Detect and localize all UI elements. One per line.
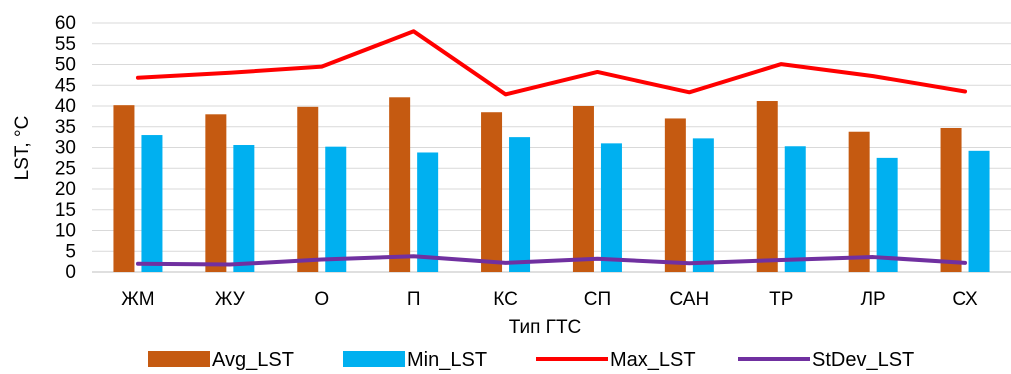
y-tick-label: 10 (55, 221, 76, 242)
gridlines (92, 22, 1011, 273)
x-tick-label: СП (584, 289, 611, 310)
bar-min-lst (417, 152, 439, 272)
y-tick-label: 35 (55, 117, 76, 138)
legend: Avg_LST Min_LST Max_LST StDev_LST (148, 349, 914, 371)
bar-min-lst (968, 150, 990, 272)
bar-avg-lst (481, 112, 503, 272)
legend-label: StDev_LST (812, 349, 914, 371)
bar-min-lst (509, 137, 531, 272)
x-tick-label: ЖУ (215, 289, 246, 310)
x-tick-label: О (314, 289, 329, 310)
bar-avg-lst (389, 97, 411, 272)
y-tick-label: 50 (55, 55, 76, 76)
bar-avg-lst (940, 127, 962, 273)
bar-min-lst (876, 157, 898, 272)
legend-swatch (343, 351, 405, 367)
y-tick-label: 45 (55, 75, 76, 96)
bar-avg-lst (297, 106, 319, 272)
y-tick-label: 40 (55, 96, 76, 117)
legend-label: Avg_LST (212, 349, 294, 371)
y-tick-label: 15 (55, 200, 76, 221)
y-axis-title: LST, °C (12, 116, 33, 181)
legend-label: Max_LST (610, 349, 696, 371)
bar-min-lst (784, 146, 806, 272)
x-axis-title: Тип ГТС (509, 317, 582, 338)
bar-min-lst (325, 146, 347, 272)
line-max-lst (135, 29, 968, 97)
y-tick-label: 25 (55, 158, 76, 179)
series-lines (135, 29, 968, 267)
x-tick-label: ЖМ (121, 289, 154, 310)
bar-avg-lst (664, 118, 686, 272)
y-tick-label: 5 (65, 241, 76, 262)
y-tick-label: 60 (55, 13, 76, 34)
bars (113, 97, 990, 273)
bar-min-lst (141, 135, 163, 272)
x-axis-ticks: ЖМ ЖУ О П КС СП САН ТР ЛР СХ (121, 289, 978, 310)
y-tick-label: 55 (55, 34, 76, 55)
bar-avg-lst (205, 114, 227, 272)
bar-avg-lst (848, 131, 870, 272)
y-tick-label: 0 (65, 262, 76, 283)
x-tick-label: САН (669, 289, 709, 310)
y-tick-label: 20 (55, 179, 76, 200)
line-stdev-lst (135, 254, 968, 267)
bar-avg-lst (756, 101, 778, 273)
x-tick-label: П (407, 289, 421, 310)
legend-label: Min_LST (407, 349, 487, 371)
x-tick-label: КС (493, 289, 518, 310)
y-tick-label: 30 (55, 138, 76, 159)
bar-avg-lst (572, 106, 594, 272)
x-tick-label: ТР (769, 289, 793, 310)
bar-min-lst (233, 145, 255, 272)
legend-swatch (148, 351, 210, 367)
x-tick-label: ЛР (861, 289, 886, 310)
bar-avg-lst (113, 105, 135, 272)
bar-min-lst (692, 138, 714, 272)
x-tick-label: СХ (952, 289, 978, 310)
bar-min-lst (600, 143, 622, 272)
